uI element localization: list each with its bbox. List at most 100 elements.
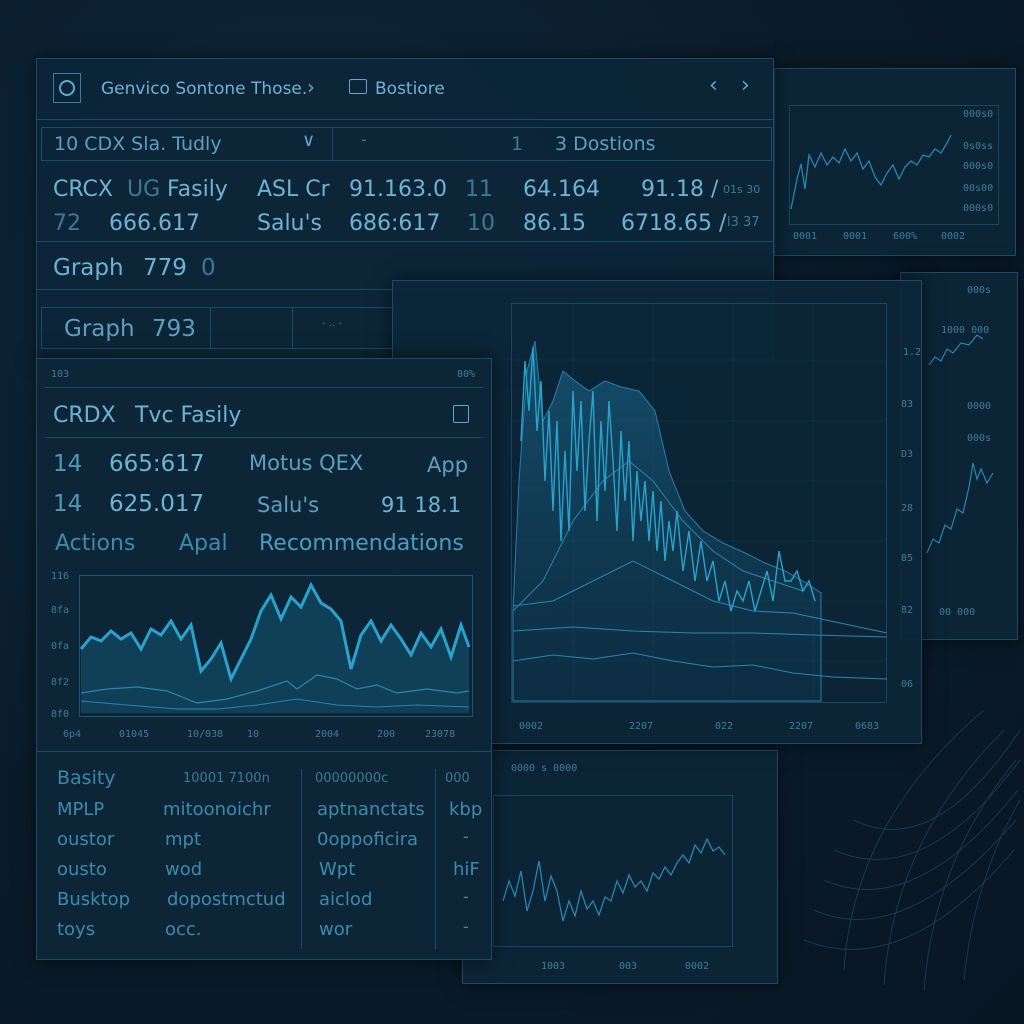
divider: [292, 308, 293, 348]
row-count: 14: [53, 451, 83, 477]
row-name: Motus QEX: [249, 451, 364, 475]
next-arrow-icon[interactable]: ›: [741, 73, 750, 98]
row-name: Salu's: [257, 211, 323, 236]
chart-frame: [789, 105, 999, 225]
right-top-y-tick: 000s0: [963, 203, 994, 214]
row-value: 665:617: [109, 451, 205, 477]
center-y-tick: 83: [901, 399, 914, 410]
wireframe-globe-decoration: [803, 709, 1021, 991]
list-cell: hiF: [453, 859, 480, 880]
bottom-line-series: [502, 837, 726, 922]
list-cell: aiclod: [319, 889, 373, 910]
row-value: 666.617: [109, 211, 200, 236]
list-item[interactable]: ousto wod Wpt hiF: [37, 857, 491, 887]
row-value: 91.18 /: [641, 177, 719, 202]
center-area-chart: [511, 303, 888, 702]
graph-row[interactable]: Graph 793 - .. -: [41, 307, 397, 349]
table-row[interactable]: 14 665:617 Motus QEX App: [37, 447, 491, 483]
divider: [45, 437, 483, 438]
list-cell: wor: [319, 919, 353, 940]
right-top-y-tick: 0s0ss: [963, 141, 994, 152]
list-header: 00000000c: [315, 771, 389, 786]
list-item[interactable]: Busktop dopostmctud aiclod -: [37, 887, 491, 917]
row-value: 10: [467, 211, 495, 236]
prev-arrow-icon[interactable]: ‹: [709, 73, 718, 98]
right-mid-line-series: [926, 334, 994, 554]
right-top-chart-panel: 000s0 0s0ss 000s0 00s00 000s0 0001 0001 …: [774, 68, 1016, 256]
circle-icon: [59, 80, 75, 96]
row-name: Fasily: [167, 177, 228, 202]
tab-apal[interactable]: Apal: [179, 531, 228, 556]
breadcrumb-item[interactable]: Bostiore: [375, 79, 445, 99]
right-mid-y-tick: 000s: [967, 285, 992, 296]
tab-actions[interactable]: Actions: [55, 531, 136, 556]
graph-value: 779: [143, 255, 187, 281]
filter-dropdown[interactable]: 10 CDX Sla. Tudly ∨: [41, 127, 333, 161]
row-action[interactable]: App: [427, 453, 469, 477]
app-icon-button[interactable]: [53, 73, 81, 103]
graph-label: Graph: [53, 255, 124, 281]
panel-title: Tvc Fasily: [135, 403, 242, 428]
list-item[interactable]: MPLP mitoonoichr aptnanctats kbp: [37, 797, 491, 827]
graph-extra: - .. -: [322, 318, 342, 329]
center-x-tick: 0002: [519, 721, 544, 732]
list-cell: oustor: [57, 829, 115, 850]
chevron-down-icon: ∨: [302, 130, 316, 151]
row-value: 625.017: [109, 491, 205, 517]
front-x-tick: 01045: [119, 729, 150, 740]
front-x-tick: 200: [377, 729, 396, 740]
list-cell: toys: [57, 919, 96, 940]
tab-recommendations[interactable]: Recommendations: [259, 531, 464, 556]
front-area-fill: [81, 585, 469, 713]
divider: [45, 387, 483, 388]
front-y-tick: 116: [51, 571, 70, 582]
bottom-x-tick: 003: [619, 961, 638, 972]
front-detail-panel: 103 80% CRDX Tvc Fasily 14 665:617 Motus…: [36, 358, 492, 960]
panel-symbol: CRDX: [53, 403, 116, 428]
list-cell: mitoonoichr: [163, 799, 271, 820]
graph-label: Graph: [64, 316, 135, 342]
center-y-tick: D3: [901, 449, 914, 460]
table-row[interactable]: 72 666.617 Salu's 686:617 10 86.15 6718.…: [37, 205, 773, 242]
right-top-x-tick: 0001: [843, 231, 868, 242]
list-item[interactable]: toys occ. wor -: [37, 917, 491, 947]
price-line: [520, 346, 816, 612]
center-x-tick: 2207: [789, 721, 814, 732]
graph-extra: 0: [201, 255, 216, 281]
chart-frame: [493, 795, 733, 947]
bottom-chart-top-label: 0000 s 0000: [511, 763, 578, 774]
row-tag: UG: [127, 177, 161, 202]
row-value: 01s 30: [723, 183, 761, 196]
row-count: 14: [53, 491, 83, 517]
list-cell: dopostmctud: [167, 889, 286, 910]
right-mid-y-tick: 000s: [967, 433, 992, 444]
header-bar: Genvico Sontone Those. › Bostiore ‹ ›: [37, 59, 773, 120]
right-top-x-tick: 0001: [793, 231, 818, 242]
front-price-line: [79, 581, 471, 684]
sections-label[interactable]: 3 Dostions: [555, 133, 656, 155]
divider: [210, 308, 211, 348]
chevron-right-icon[interactable]: ›: [307, 75, 315, 99]
row-value: l3 37: [727, 215, 760, 230]
dropdown-value: 10 CDX Sla. Tudly: [54, 133, 222, 155]
list-header: 10001 7100n: [183, 771, 270, 786]
row-value: 6718.65 /: [621, 211, 727, 236]
center-x-tick: 2207: [629, 721, 654, 732]
list-cell: Wpt: [319, 859, 356, 880]
right-top-x-tick: 600%: [893, 231, 918, 242]
table-row[interactable]: 14 625.017 Salu's 91 18.1: [37, 487, 491, 523]
row-value: 686:617: [349, 211, 441, 236]
front-y-tick: 0fa: [51, 641, 70, 652]
table-row[interactable]: CRCX UG Fasily ASL Cr 91.163.0 11 64.164…: [37, 169, 773, 205]
list-item[interactable]: oustor mpt 0oppoficira -: [37, 827, 491, 857]
row-value: 11: [465, 177, 493, 202]
list-cell: ousto: [57, 859, 107, 880]
right-mid-y-tick: 0000: [967, 401, 992, 412]
clipboard-icon[interactable]: [453, 405, 469, 423]
row-value: 91.163.0: [349, 177, 447, 202]
count-label: 1: [511, 133, 524, 155]
toolbar-segment: - 1 3 Dostions: [331, 127, 772, 161]
window-title: Genvico Sontone Those.: [101, 79, 308, 99]
chart-frame: [511, 303, 887, 703]
list-table: Basity 10001 7100n 00000000c 000 MPLP mi…: [37, 759, 491, 955]
